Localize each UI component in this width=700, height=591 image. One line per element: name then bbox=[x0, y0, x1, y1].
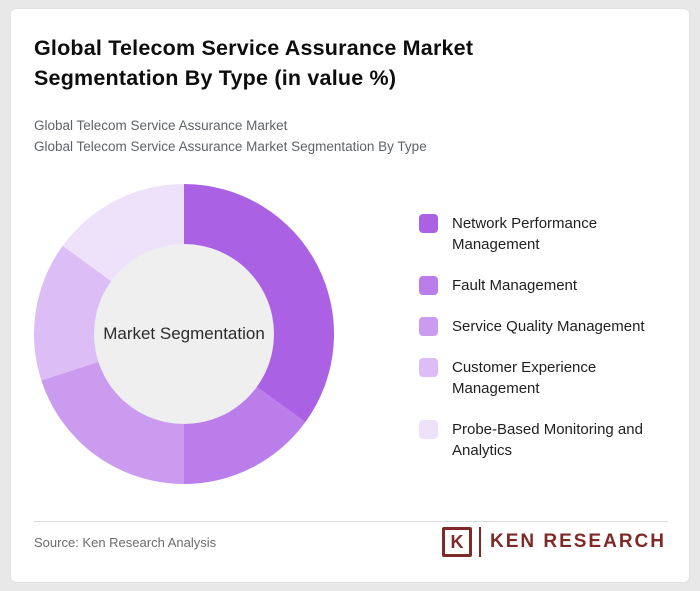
legend-item-service-quality-management: Service Quality Management bbox=[419, 316, 671, 337]
source-text: Source: Ken Research Analysis bbox=[34, 535, 217, 550]
ken-research-logo: K KEN RESEARCH bbox=[441, 525, 666, 559]
legend-swatch-service-quality-icon bbox=[419, 317, 438, 336]
legend: Network Performance Management Fault Man… bbox=[419, 213, 671, 481]
logo-k-icon: K bbox=[441, 527, 472, 557]
legend-label: Probe-Based Monitoring and Analytics bbox=[452, 421, 643, 459]
legend-item-fault-management: Fault Management bbox=[419, 275, 671, 296]
chart-card: Global Telecom Service Assurance Market … bbox=[10, 8, 690, 583]
logo-divider bbox=[478, 527, 481, 557]
donut-center-circle bbox=[94, 244, 274, 424]
subtitle-line-1: Global Telecom Service Assurance Market bbox=[34, 118, 288, 133]
legend-item-probe-based-monitoring: Probe-Based Monitoring and Analytics bbox=[419, 419, 671, 461]
legend-item-network-performance-management: Network Performance Management bbox=[419, 213, 671, 255]
donut-chart-svg bbox=[34, 184, 334, 484]
logo-text: KEN RESEARCH bbox=[489, 531, 666, 552]
legend-label: Service Quality Management bbox=[452, 318, 645, 335]
legend-item-customer-experience-management: Customer Experience Management bbox=[419, 357, 671, 399]
legend-label: Customer Experience Management bbox=[452, 359, 597, 397]
legend-swatch-fault-management-icon bbox=[419, 276, 438, 295]
page-title: Global Telecom Service Assurance Market … bbox=[34, 36, 474, 90]
legend-swatch-network-performance-icon bbox=[419, 214, 438, 233]
legend-label: Fault Management bbox=[452, 277, 578, 294]
footer-divider bbox=[34, 521, 668, 522]
legend-swatch-customer-experience-icon bbox=[419, 358, 438, 377]
legend-swatch-probe-based-icon bbox=[419, 420, 438, 439]
legend-label: Network Performance Management bbox=[452, 215, 598, 253]
subtitle-line-2: Global Telecom Service Assurance Market … bbox=[34, 139, 427, 154]
donut-chart: Market Segmentation bbox=[34, 184, 334, 484]
